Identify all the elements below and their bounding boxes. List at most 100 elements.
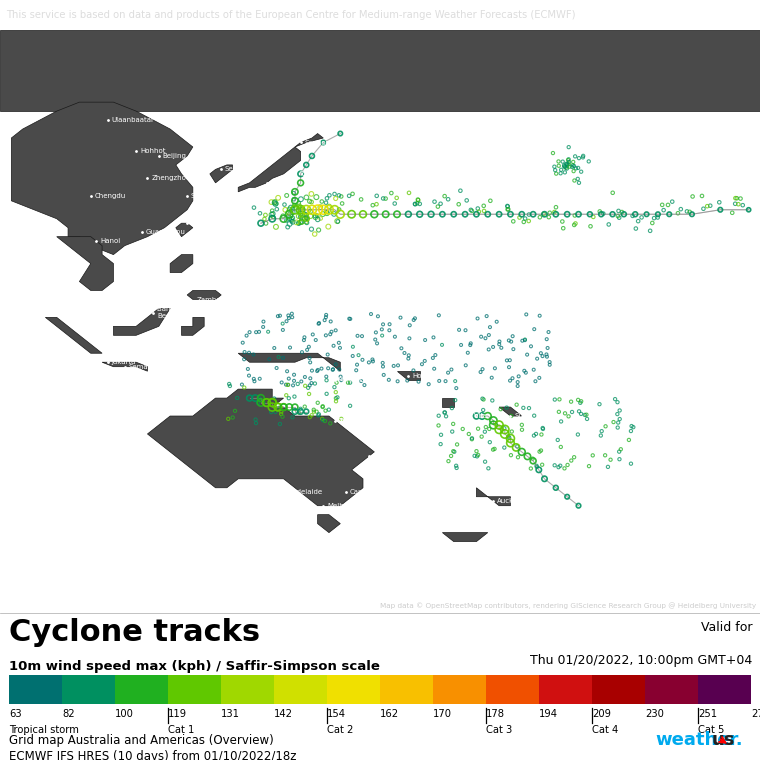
Point [294, 211, 306, 223]
Text: Semarang: Semarang [128, 364, 164, 369]
Polygon shape [182, 318, 204, 335]
Point [523, 402, 535, 414]
Point [607, 416, 619, 428]
Point [323, 404, 335, 416]
Point [501, 354, 513, 366]
Point [568, 451, 580, 464]
Text: Map data © OpenStreetMap contributors, rendering GIScience Research Group @ Heid: Map data © OpenStreetMap contributors, r… [380, 602, 756, 609]
Point [266, 204, 278, 217]
Point [331, 215, 344, 227]
Point [502, 203, 515, 215]
Point [254, 207, 266, 220]
Point [304, 205, 316, 217]
Point [271, 203, 283, 215]
Point [412, 194, 424, 206]
Polygon shape [176, 223, 193, 236]
Point [333, 363, 345, 375]
Text: Osaka: Osaka [271, 180, 292, 186]
Point [486, 372, 498, 384]
Point [572, 173, 584, 185]
Point [289, 195, 301, 207]
Point [314, 201, 326, 214]
Point [319, 404, 331, 416]
Point [317, 401, 329, 413]
Point [734, 192, 746, 204]
Point [553, 393, 565, 405]
Point [277, 401, 290, 413]
Point [295, 193, 307, 205]
Point [278, 198, 290, 211]
Point [302, 340, 315, 353]
Point [575, 166, 587, 178]
Point [626, 210, 638, 222]
Point [247, 348, 259, 360]
Point [283, 312, 295, 325]
Text: Zhengzhou: Zhengzhou [151, 176, 191, 182]
Point [267, 207, 279, 220]
Point [287, 411, 299, 423]
Point [470, 208, 483, 220]
Point [402, 208, 414, 220]
Text: Manzhouli: Manzhouli [179, 112, 215, 119]
Point [377, 318, 389, 331]
Point [277, 410, 289, 423]
Point [325, 315, 337, 328]
Point [612, 416, 624, 429]
Point [528, 429, 540, 442]
Point [480, 332, 492, 344]
Point [289, 204, 301, 216]
Point [471, 312, 483, 325]
Point [556, 156, 568, 168]
Point [432, 410, 445, 422]
Point [565, 395, 577, 407]
Polygon shape [57, 236, 113, 290]
Point [611, 396, 623, 408]
Point [428, 363, 440, 375]
Point [301, 212, 313, 224]
Bar [115, 675, 168, 705]
Point [298, 334, 310, 347]
Point [392, 359, 404, 372]
Point [299, 213, 311, 225]
Text: 154: 154 [327, 708, 346, 719]
Point [327, 363, 339, 375]
Point [268, 211, 280, 223]
Point [635, 211, 648, 223]
Point [613, 211, 625, 223]
Text: Valid for: Valid for [701, 621, 752, 634]
Point [311, 365, 323, 377]
Point [450, 460, 462, 472]
Point [543, 211, 555, 223]
Point [535, 445, 547, 457]
Point [528, 410, 540, 422]
Point [327, 364, 339, 376]
Point [318, 314, 331, 326]
Point [261, 397, 273, 409]
Text: Seoul: Seoul [225, 166, 245, 173]
Text: Thu 01/20/2022, 10:00pm GMT+04: Thu 01/20/2022, 10:00pm GMT+04 [530, 654, 752, 667]
Point [558, 160, 570, 172]
Text: Ulaanbaatar: Ulaanbaatar [112, 117, 154, 123]
Point [293, 204, 305, 217]
Point [350, 364, 363, 376]
Point [276, 376, 288, 388]
Point [599, 449, 611, 461]
Point [370, 198, 382, 211]
Point [296, 204, 309, 216]
Point [411, 197, 423, 209]
Point [243, 326, 255, 338]
Text: 142: 142 [274, 708, 293, 719]
Point [572, 394, 584, 406]
Point [550, 167, 562, 179]
Point [300, 212, 312, 224]
Point [296, 213, 308, 225]
Point [271, 362, 283, 374]
Point [575, 397, 587, 409]
Point [547, 147, 559, 159]
Point [449, 375, 461, 387]
Point [328, 340, 340, 352]
Point [238, 382, 250, 394]
Point [519, 213, 531, 225]
Point [572, 162, 584, 174]
Point [407, 314, 420, 326]
